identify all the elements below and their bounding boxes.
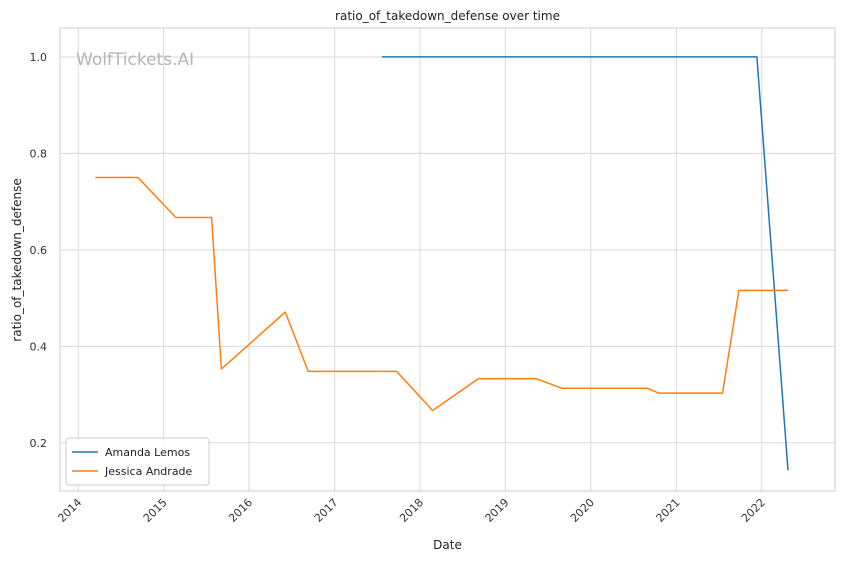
legend-label-amanda-lemos: Amanda Lemos <box>105 446 190 459</box>
y-tick-label: 0.4 <box>30 340 48 353</box>
plot-frame <box>59 27 836 492</box>
y-tick-label: 0.8 <box>30 147 48 160</box>
x-tick-label: 2020 <box>568 496 597 525</box>
x-tick-label: 2015 <box>141 496 170 525</box>
y-tick-label: 0.6 <box>30 244 48 257</box>
watermark: WolfTickets.AI <box>76 50 194 70</box>
x-axis-ticks: 2014 2015 2016 2017 2018 2019 2020 2021 2022 <box>55 496 768 525</box>
x-tick-label: 2019 <box>483 496 512 525</box>
series-line-amanda-lemos <box>381 56 789 471</box>
legend-item-jessica-andrade: Jessica Andrade <box>72 465 193 478</box>
x-tick-label: 2018 <box>397 496 426 525</box>
x-tick-label: 2016 <box>226 496 255 525</box>
legend-item-amanda-lemos: Amanda Lemos <box>72 446 190 459</box>
x-tick-label: 2022 <box>739 496 768 525</box>
legend-label-jessica-andrade: Jessica Andrade <box>104 465 193 478</box>
y-tick-label: 0.2 <box>30 437 48 450</box>
y-tick-label: 1.0 <box>30 51 48 64</box>
x-axis-label: Date <box>433 538 462 552</box>
legend-box <box>65 437 210 486</box>
chart-title: ratio_of_takedown_defense over time <box>335 9 560 23</box>
x-tick-label: 2021 <box>654 496 683 525</box>
legend: Amanda Lemos Jessica Andrade <box>65 437 210 486</box>
x-tick-label: 2017 <box>312 496 341 525</box>
series-layer <box>95 56 789 471</box>
y-axis-label: ratio_of_takedown_defense <box>10 178 24 341</box>
plot-background <box>60 28 835 491</box>
x-tick-label: 2014 <box>55 496 84 525</box>
y-axis-ticks: 0.2 0.4 0.6 0.8 1.0 <box>30 51 48 450</box>
series-line-jessica-andrade <box>95 176 788 412</box>
